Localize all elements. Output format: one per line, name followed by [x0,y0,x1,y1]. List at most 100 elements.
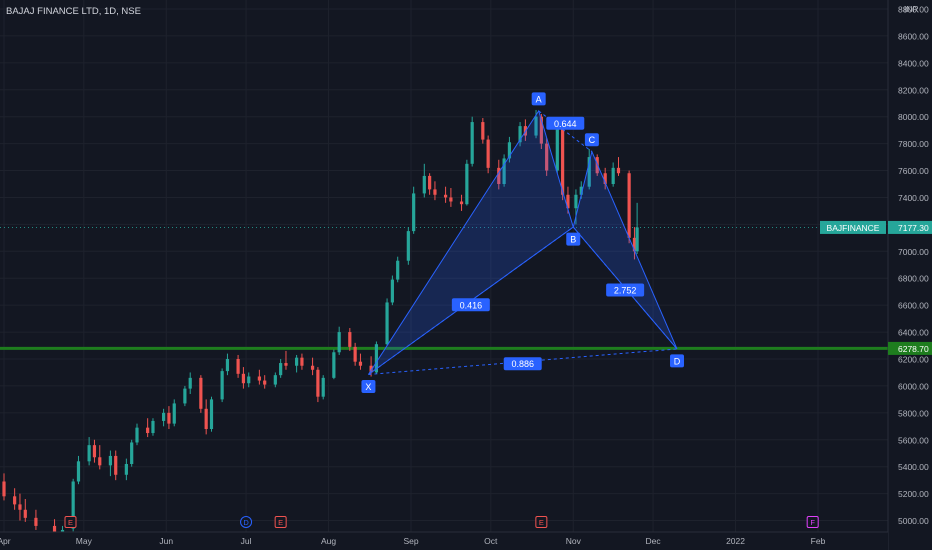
candle-body [534,116,538,136]
price-tag-value: 6278.70 [898,344,929,354]
price-tick-label: 5600.00 [898,435,929,445]
candle-body [18,504,22,510]
earnings-icon: F [806,516,819,528]
price-tick-label: 6800.00 [898,274,929,284]
candle-body [587,157,591,187]
candle-body [52,525,57,534]
ratio-label-xb: 0.416 [451,298,490,312]
price-tick-label: 5000.00 [898,516,929,526]
candle-body [497,167,501,184]
candle-body [310,365,315,370]
event-marker-text: F [810,518,815,527]
time-tick-label: May [76,536,93,546]
pattern-point-x: X [361,379,376,393]
time-tick-label: Aug [321,536,336,546]
candle-body [130,442,134,464]
candle-body [135,427,139,443]
candle-body [507,142,512,159]
pattern-point-a: A [531,92,546,106]
event-marker-bg [535,516,548,528]
pattern-point-x-text: X [365,382,371,392]
candle-body [2,481,6,497]
candle-body [247,376,251,384]
pattern-point-c-text: C [589,135,596,145]
candle-body [209,399,214,429]
ratio-label-ac-text: 0.644 [554,119,577,129]
ratio-label-bd: 2.752 [606,283,645,297]
candle-body [611,167,615,184]
event-marker-bg [240,516,253,528]
candle-body [321,377,325,397]
candle-body [295,357,299,366]
candle-body [188,377,192,389]
time-axis-bg [0,532,888,550]
event-marker-bg [806,516,819,528]
candle-body [406,231,410,261]
harmonic-pattern[interactable]: X A B C D 0.416 0.644 2.752 0.886 [361,92,685,393]
price-tag-bg [888,341,932,355]
pattern-line-ac [538,110,593,153]
pattern-point-d: D [670,354,685,368]
event-marker-text: E [539,518,544,527]
candle-body [374,344,379,373]
candle-body [627,173,631,238]
symbol-tag-bg [820,220,886,234]
candle-body [396,260,400,280]
candle-body [146,427,150,434]
time-axis[interactable]: Apr May Jun Jul Aug Sep Oct Nov Dec 2022 Feb [0,531,888,550]
price-tick-label: 5200.00 [898,489,929,499]
event-marker-text: E [68,518,73,527]
pattern-point-c: C [584,133,599,147]
candle-body [428,175,432,190]
candle-body [92,445,97,458]
ratio-label-bd-bg [606,283,645,297]
candle-body [574,194,578,209]
candle-body [561,123,565,195]
price-tick-label: 5800.00 [898,408,929,418]
candle-body [172,403,176,424]
earnings-icon: E [274,516,287,528]
candle-body [279,363,283,376]
ratio-label-xd-text: 0.886 [511,359,534,369]
price-tick-label: 6400.00 [898,328,929,338]
price-tag-bg [888,220,932,234]
event-marker-bg [64,516,77,528]
candle-body [316,369,320,397]
time-tick-label: Dec [646,536,662,546]
price-axis[interactable]: 5000.00 5200.00 5400.00 5600.00 5800.00 6000.… [887,0,932,550]
ratio-label-xd: 0.886 [503,357,542,371]
price-tick-label: 5400.00 [898,462,929,472]
candle-body [167,412,171,424]
candle-body [257,376,261,381]
candle-body [204,408,208,429]
ratio-label-xb-text: 0.416 [460,300,483,310]
ratio-label-xb-bg [451,298,490,312]
candle-body [225,359,230,372]
candle-body [23,509,27,518]
pattern-point-b-text: B [570,235,576,245]
candle-body [34,517,38,526]
candle-body [390,279,394,303]
candle-body [579,186,583,195]
ratio-label-bd-text: 2.752 [614,285,637,295]
event-marker-bg [274,516,287,528]
price-tick-label: 8200.00 [898,85,929,95]
price-tick-label: 8400.00 [898,58,929,68]
pattern-line-xd [368,348,678,375]
price-axis-bg [888,0,932,550]
candle-body [87,445,91,462]
price-tick-label: 7600.00 [898,166,929,176]
candle-body [199,377,203,409]
candle-body [108,455,113,466]
candle-body [76,461,81,482]
candle-body [385,302,389,345]
time-tick-label: Oct [484,536,498,546]
candle-body [502,158,506,184]
candle-body [369,365,373,373]
ratio-label-ac: 0.644 [546,116,585,130]
candle-body [151,420,155,434]
candle-body [518,126,522,143]
price-tick-label: 8600.00 [898,31,929,41]
